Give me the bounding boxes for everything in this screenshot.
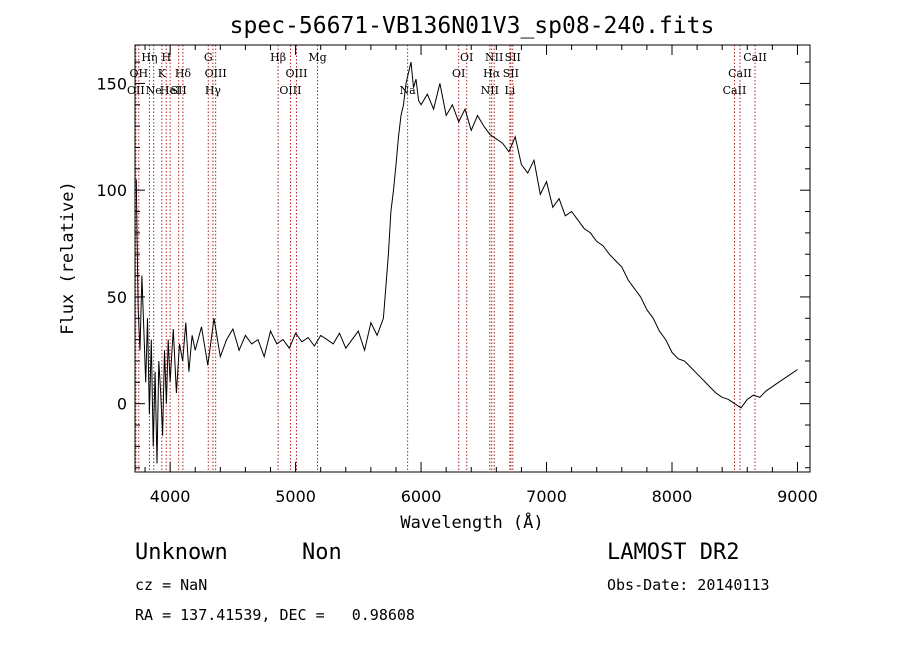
x-ticks: 4000 5000 6000 7000 8000 9000 (144, 45, 818, 506)
line-labels: OIIOHHηNeKHHeISIIHδGHγOIIIHβOIIIOIIIMgNa… (127, 51, 767, 97)
line-marker-label: Hα (483, 67, 501, 80)
line-marker-label: OI (460, 51, 473, 64)
line-marker-label: Hγ (205, 84, 222, 97)
redshift-label: cz = NaN (135, 576, 207, 594)
line-marker-label: OIII (285, 67, 307, 80)
line-marker-label: CaII (728, 67, 752, 80)
line-marker-label: K (158, 67, 167, 80)
line-marker-label: SII (505, 51, 521, 64)
x-tick-label: 7000 (526, 487, 567, 506)
line-marker-label: OII (127, 84, 145, 97)
y-tick-label: 150 (96, 74, 127, 93)
line-marker-label: Na (400, 84, 417, 97)
x-tick-label: 9000 (777, 487, 818, 506)
y-tick-label: 50 (107, 288, 127, 307)
line-marker-label: Li (504, 84, 515, 97)
line-marker-label: G (204, 51, 213, 64)
x-tick-label: 5000 (275, 487, 316, 506)
x-axis-label: Wavelength (Å) (400, 511, 543, 533)
subclass-label: Non (302, 540, 342, 565)
line-marker-label: OIII (205, 67, 227, 80)
line-marker-label: Hδ (175, 67, 192, 80)
y-tick-label: 0 (117, 395, 127, 414)
obs-date-label: Obs-Date: 20140113 (607, 576, 770, 594)
line-markers (135, 45, 756, 472)
plot-frame (134, 44, 811, 473)
line-marker-label: CaII (743, 51, 767, 64)
line-marker-label: NII (485, 51, 503, 64)
x-tick-label: 8000 (652, 487, 693, 506)
x-tick-label: 4000 (150, 487, 191, 506)
line-marker-label: Mg (308, 51, 326, 64)
chart-title: spec-56671-VB136N01V3_sp08-240.fits (230, 13, 715, 39)
line-marker-label: HeI (160, 84, 180, 97)
line-marker-label: Hβ (270, 51, 286, 64)
y-ticks: 0 50 100 150 (96, 61, 810, 469)
radec-label: RA = 137.41539, DEC = 0.98608 (135, 606, 415, 624)
y-tick-label: 100 (96, 181, 127, 200)
line-marker-label: SII (171, 84, 187, 97)
class-label: Unknown (135, 540, 228, 565)
spectrum-line (135, 61, 798, 464)
x-tick-label: 6000 (401, 487, 442, 506)
survey-label: LAMOST DR2 (607, 540, 739, 565)
line-marker-label: OIII (279, 84, 301, 97)
line-marker-label: NII (481, 84, 499, 97)
line-marker-label: CaII (723, 84, 747, 97)
line-marker-label: OI (452, 67, 465, 80)
line-marker-label: SII (503, 67, 519, 80)
line-marker-label: OH (129, 67, 148, 80)
line-marker-label: Hη (141, 51, 157, 64)
line-marker-label: H (161, 51, 171, 64)
line-marker-label: Ne (146, 84, 162, 97)
y-axis-label: Flux (relative) (58, 181, 78, 335)
